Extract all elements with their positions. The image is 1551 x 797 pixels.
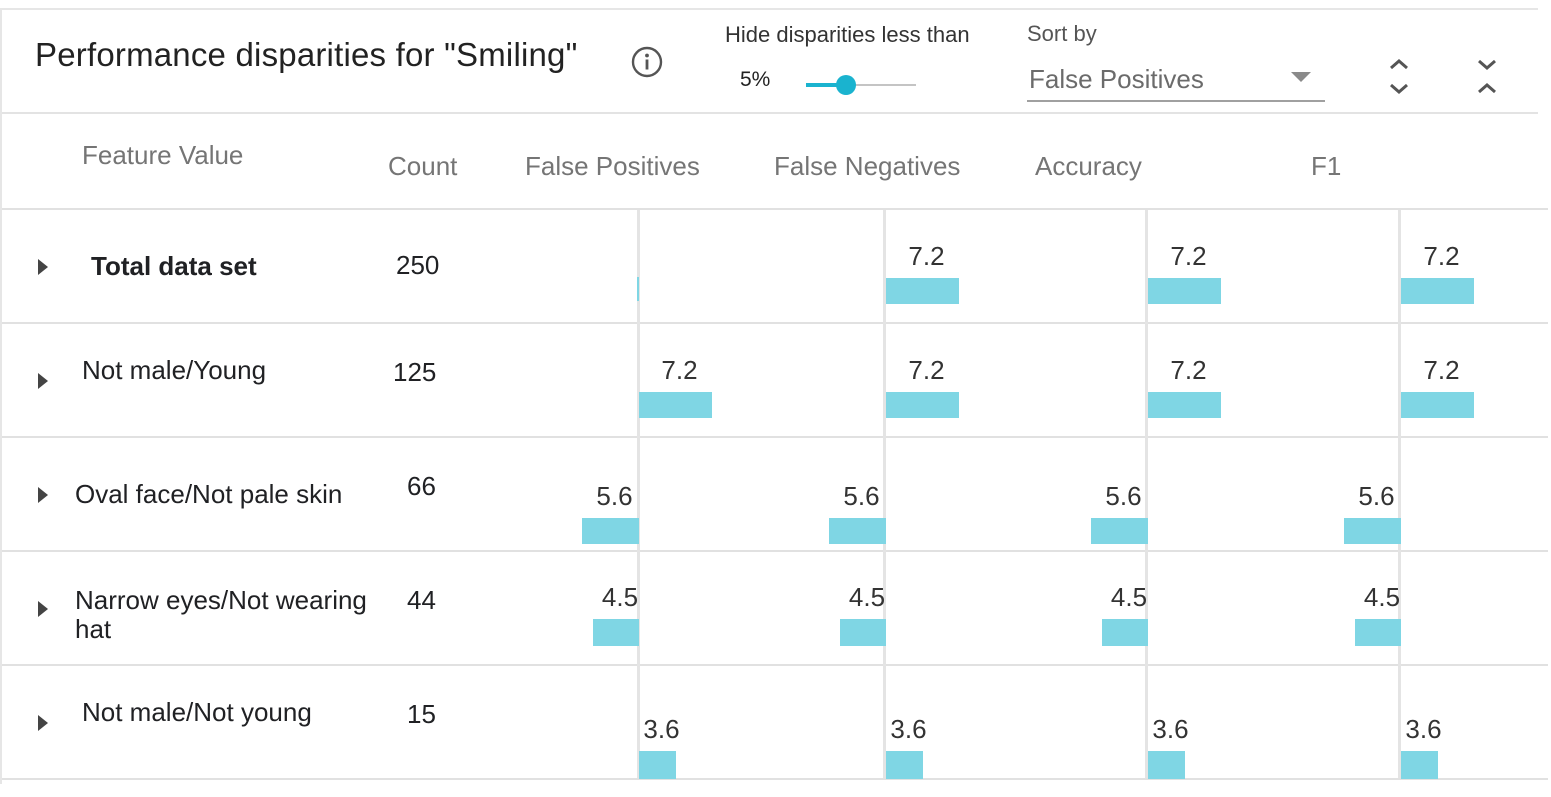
count-cell: 250 [396,250,440,280]
disparity-bar-accuracy [1091,518,1148,544]
count-cell: 66 [407,471,436,501]
disparity-value-label: 7.2 [1423,355,1460,385]
disparity-value-label: 5.6 [1105,481,1142,511]
disparity-value-label: 3.6 [643,714,680,744]
slider-track[interactable] [846,84,916,86]
feature-value-cell: Narrow eyes/Not wearing hat [75,585,367,644]
disparity-bar-false-negatives [886,392,959,418]
disparity-bar-false-negatives [886,278,959,304]
expand-row-caret-icon[interactable] [38,487,48,503]
expand-row-caret-icon[interactable] [38,601,48,617]
count-cell: 44 [407,585,436,615]
disparity-value-label: 7.2 [908,355,945,385]
disparity-value-label: 3.6 [1405,714,1442,744]
zero-axis-f1 [1398,210,1401,778]
threshold-value: 5% [740,68,771,91]
page-title: Performance disparities for "Smiling" [35,36,578,73]
column-header-f1[interactable]: F1 [1311,151,1342,181]
count-cell: 125 [393,357,437,387]
expand-all-icon[interactable] [1384,56,1414,98]
panel-header [2,10,1538,114]
zero-axis-accuracy [1145,210,1148,778]
row-divider [2,436,1548,438]
sort-label: Sort by [1027,21,1097,46]
disparity-bar-accuracy [1102,619,1148,646]
slider-track-fill [806,83,846,87]
row-divider [2,550,1548,552]
row-divider [2,778,1548,780]
disparity-value-label: 3.6 [1152,714,1189,744]
row-divider [2,664,1548,666]
dropdown-arrow-icon [1291,72,1311,82]
disparity-value-label: 4.5 [848,582,886,612]
disparity-bar-false-negatives [886,751,923,779]
sort-dropdown[interactable]: False Positives [1027,58,1325,102]
column-header-false-positives[interactable]: False Positives [525,151,700,181]
disparity-bar-f1 [1355,619,1401,646]
threshold-label: Hide disparities less than [725,22,970,47]
row-divider [2,322,1548,324]
disparity-value-label: 7.2 [908,241,945,271]
disparity-value-label: 7.2 [1170,355,1207,385]
disparity-value-label: 4.5 [1363,582,1401,612]
threshold-slider[interactable] [806,74,916,96]
disparity-bar-f1 [1401,278,1474,304]
feature-value-cell: Total data set [91,251,257,281]
feature-value-cell: Not male/Young [82,355,267,385]
disparity-value-label: 4.5 [1110,582,1148,612]
expand-row-caret-icon[interactable] [38,715,48,731]
disparity-bar-accuracy [1148,751,1185,779]
count-cell: 15 [407,699,436,729]
disparity-value-label: 4.5 [601,582,639,612]
disparity-bar-false-negatives [840,619,886,646]
disparity-bar-false-positives [639,392,712,418]
disparity-value-label: 7.2 [661,355,698,385]
collapse-all-icon[interactable] [1472,56,1502,98]
zero-bar-false-positives [637,277,639,301]
disparity-bar-accuracy [1148,392,1221,418]
disparity-bar-f1 [1344,518,1401,544]
zero-axis-false-positives [637,210,640,778]
info-icon[interactable] [630,45,664,79]
disparity-bar-f1 [1401,751,1438,779]
disparity-bar-false-negatives [829,518,886,544]
column-header-false-negatives[interactable]: False Negatives [774,151,961,181]
disparity-bar-accuracy [1148,278,1221,304]
expand-row-caret-icon[interactable] [38,259,48,275]
sort-selected-value: False Positives [1029,64,1204,94]
column-header-feature-value[interactable]: Feature Value [82,140,244,170]
disparity-value-label: 7.2 [1423,241,1460,271]
disparity-value-label: 5.6 [843,481,880,511]
disparity-bar-false-positives [582,518,639,544]
disparity-bar-false-positives [593,619,639,646]
disparity-bar-f1 [1401,392,1474,418]
feature-value-cell: Oval face/Not pale skin [75,479,343,509]
disparities-panel [0,8,1538,784]
expand-row-caret-icon[interactable] [38,373,48,389]
zero-axis-false-negatives [883,210,886,778]
feature-value-cell: Not male/Not young [82,697,312,727]
disparity-value-label: 3.6 [890,714,927,744]
disparity-value-label: 5.6 [596,481,633,511]
header-divider [2,208,1548,210]
column-header-count[interactable]: Count [388,151,458,181]
disparity-bar-false-positives [639,751,676,779]
slider-thumb[interactable] [836,75,856,95]
disparity-value-label: 5.6 [1358,481,1395,511]
disparity-value-label: 7.2 [1170,241,1207,271]
column-header-accuracy[interactable]: Accuracy [1035,151,1142,181]
